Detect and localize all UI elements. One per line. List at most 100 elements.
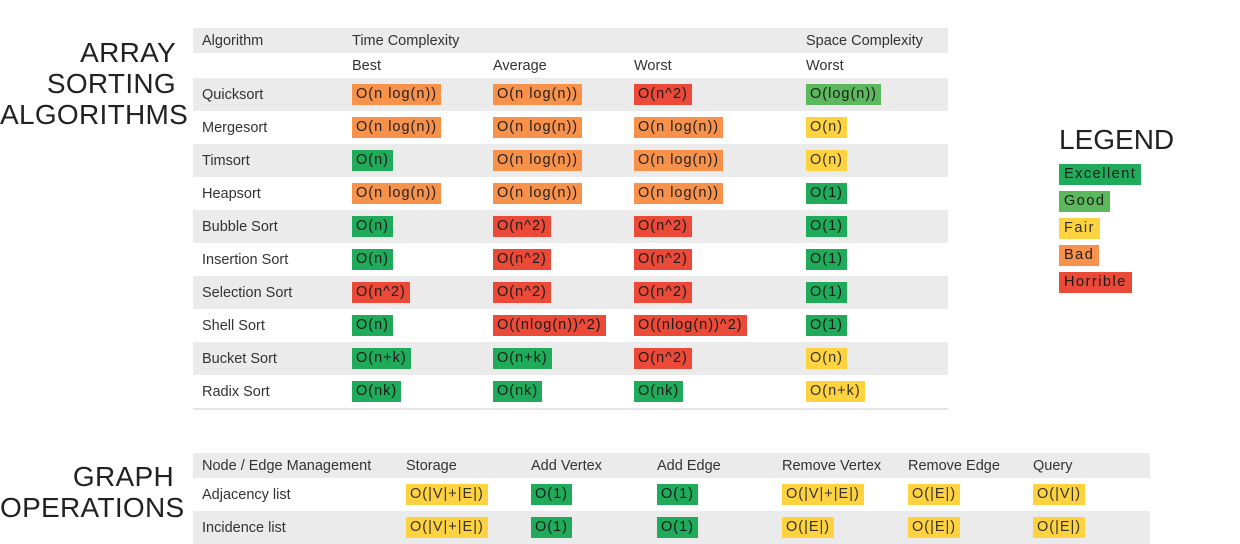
array-sorting-title: ARRAY SORTING ALGORITHMS [0,37,189,130]
complexity-cell: O(1) [797,210,948,243]
complexity-cell: O(n) [797,342,948,375]
complexity-badge: O(|V|+|E|) [406,517,488,538]
complexity-badge: O(n log(n)) [634,117,724,138]
complexity-badge: O(n) [352,216,393,237]
algorithm-name: Bubble Sort [193,210,343,243]
legend-item: Excellent [1059,164,1174,185]
complexity-cell: O(|V|+|E|) [773,478,899,511]
complexity-cell: O(n log(n)) [625,144,797,177]
complexity-cell: O(1) [522,511,648,544]
header-time-complexity: Time Complexity [343,28,797,53]
complexity-badge: O(nk) [634,381,684,402]
complexity-badge: O(n^2) [634,282,692,303]
graph-header-cell: Add Vertex [522,453,648,478]
subheader-row: Best Average Worst Worst [193,53,948,78]
complexity-badge: O(n+k) [352,348,411,369]
legend-badge-bad: Bad [1059,245,1100,266]
subheader-empty [193,53,343,78]
algorithm-row: Insertion Sort O(n) O(n^2) O(n^2) O(1) [193,243,948,276]
complexity-badge: O(|V|+|E|) [782,484,864,505]
complexity-badge: O(nk) [493,381,543,402]
complexity-badge: O((nlog(n))^2) [493,315,606,336]
graph-table: Node / Edge Management Storage Add Vertex A… [193,453,1150,544]
algorithm-name: Shell Sort [202,317,265,334]
algorithm-row: Heapsort O(n log(n)) O(n log(n)) O(n log(n)… [193,177,948,210]
complexity-cell: O(1) [797,309,948,342]
complexity-cell: O(n^2) [625,78,797,111]
subheader-space-worst: Worst [806,57,844,74]
complexity-badge: O(|V|+|E|) [406,484,488,505]
complexity-badge: O(n^2) [493,216,551,237]
title-line: OPERATIONS [0,492,185,523]
algorithm-name: Mergesort [202,119,268,136]
complexity-badge: O(n^2) [634,348,692,369]
complexity-cell: O(n) [797,144,948,177]
complexity-badge: O(n) [352,315,393,336]
algorithm-name: Bucket Sort [193,342,343,375]
graph-header-cell: Query [1024,453,1150,478]
legend-badge-good: Good [1059,191,1111,212]
legend-title: LEGEND [1059,124,1175,155]
complexity-badge: O(n^2) [352,282,410,303]
complexity-cell: O(1) [522,478,648,511]
title-line: ARRAY [80,37,176,68]
complexity-cell: O(|V|+|E|) [397,478,522,511]
graph-header-cell: Remove Vertex [773,453,899,478]
structure-name: Adjacency list [202,486,291,503]
subheader-worst: Worst [634,57,672,74]
complexity-cell: O((nlog(n))^2) [625,309,797,342]
complexity-cell: O(nk) [484,375,625,409]
complexity-badge: O(n log(n)) [493,117,583,138]
graph-row: Incidence list O(|V|+|E|) O(1) O(1) O(|E|) O(… [193,511,1150,544]
title-line: SORTING [46,68,176,99]
complexity-badge: O(1) [806,183,847,204]
graph-row: Adjacency list O(|V|+|E|) O(1) O(1) O(|V|+|E… [193,478,1150,511]
complexity-badge: O(n log(n)) [352,117,442,138]
complexity-badge: O(n log(n)) [493,183,583,204]
complexity-cell: O(n+k) [343,342,484,375]
title-line: ALGORITHMS [0,99,189,130]
complexity-cell: O((nlog(n))^2) [484,309,625,342]
graph-header-row: Node / Edge Management Storage Add Vertex A… [193,453,1150,478]
complexity-cell: O(|E|) [899,478,1024,511]
algorithm-name: Radix Sort [202,383,270,400]
legend-badge-horrible: Horrible [1059,272,1132,293]
complexity-badge: O(n+k) [806,381,865,402]
algorithm-name: Timsort [193,144,343,177]
algorithm-row: Shell Sort O(n) O((nlog(n))^2) O((nlog(n))^… [193,309,948,342]
header-algorithm: Algorithm [193,28,343,53]
complexity-cell: O(n log(n)) [484,111,625,144]
complexity-cell: O(n log(n)) [625,177,797,210]
algorithm-row: Quicksort O(n log(n)) O(n log(n)) O(n^2) O(l… [193,78,948,111]
complexity-badge: O(n+k) [493,348,552,369]
complexity-badge: O(1) [806,282,847,303]
complexity-cell: O(n log(n)) [343,111,484,144]
complexity-cell: O(|E|) [899,511,1024,544]
complexity-cell: O(nk) [343,375,484,409]
algorithm-row: Radix Sort O(nk) O(nk) O(nk) O(n+k) [193,375,948,409]
complexity-cell: O(|E|) [773,511,899,544]
complexity-badge: O(n) [806,150,847,171]
legend: LEGEND Excellent Good Fair Bad Horrible [1059,124,1174,299]
complexity-badge: O(n log(n)) [352,183,442,204]
algorithm-name: Heapsort [202,185,261,202]
complexity-cell: O(n+k) [484,342,625,375]
algorithm-name: Selection Sort [193,276,343,309]
legend-badge-fair: Fair [1059,218,1100,239]
complexity-badge: O(1) [806,249,847,270]
complexity-cell: O(|V|+|E|) [397,511,522,544]
complexity-badge: O(nk) [352,381,402,402]
complexity-cell: O(n^2) [625,243,797,276]
algorithm-row: Bucket Sort O(n+k) O(n+k) O(n^2) O(n) [193,342,948,375]
complexity-badge: O(n^2) [634,249,692,270]
complexity-badge: O(1) [657,517,698,538]
legend-badge-excellent: Excellent [1059,164,1142,185]
subheader-best: Best [352,57,382,74]
complexity-badge: O(n^2) [493,282,551,303]
algorithm-row: Mergesort O(n log(n)) O(n log(n)) O(n log(n… [193,111,948,144]
subheader-average: Average [493,57,547,74]
complexity-cell: O(n log(n)) [484,144,625,177]
complexity-badge: O(|E|) [782,517,835,538]
complexity-badge: O(|E|) [908,484,961,505]
complexity-cell: O(n^2) [484,243,625,276]
